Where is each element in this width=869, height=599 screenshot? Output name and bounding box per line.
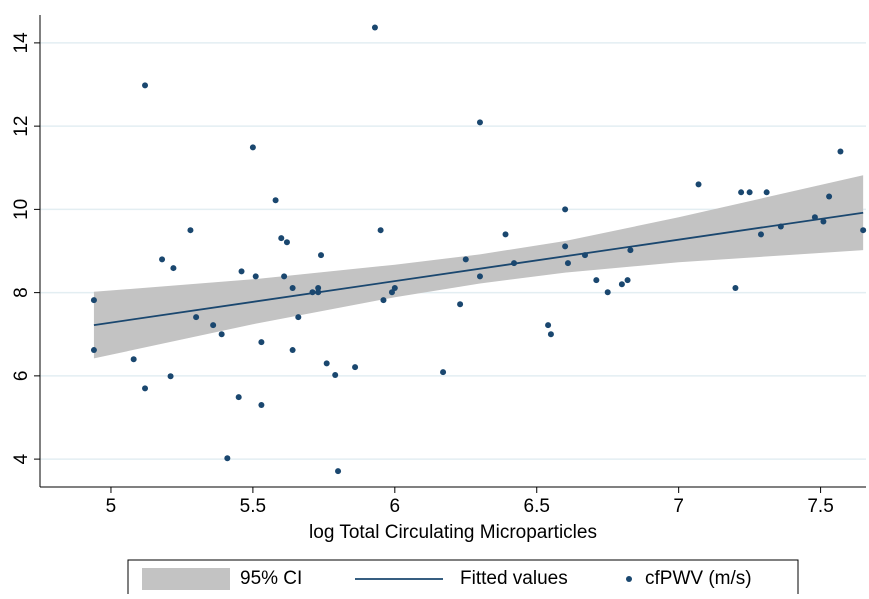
point bbox=[380, 297, 387, 304]
x-tick-label: 7.5 bbox=[807, 496, 833, 517]
x-tick-label: 5.5 bbox=[240, 496, 266, 517]
point bbox=[281, 273, 288, 280]
point bbox=[732, 285, 739, 292]
point bbox=[249, 144, 256, 151]
point bbox=[811, 214, 818, 221]
y-tick-label: 12 bbox=[11, 116, 32, 137]
point bbox=[624, 277, 631, 284]
y-tick-label: 14 bbox=[11, 32, 32, 54]
point bbox=[295, 314, 302, 321]
legend-key bbox=[626, 576, 632, 582]
point bbox=[272, 197, 279, 204]
point bbox=[224, 455, 231, 462]
y-tick-label: 4 bbox=[11, 453, 32, 464]
point bbox=[318, 252, 325, 259]
point bbox=[332, 372, 339, 379]
point bbox=[289, 285, 296, 292]
point bbox=[371, 24, 378, 31]
point bbox=[547, 331, 554, 338]
point bbox=[476, 273, 483, 280]
point bbox=[860, 227, 867, 234]
legend: 95% CI Fitted values cfPWV (m/s) bbox=[127, 559, 799, 597]
y-tick-label: 10 bbox=[11, 199, 32, 220]
point bbox=[167, 373, 174, 380]
point bbox=[440, 369, 447, 376]
point bbox=[581, 252, 588, 259]
point bbox=[545, 322, 552, 329]
point bbox=[695, 181, 702, 188]
point bbox=[476, 119, 483, 126]
point bbox=[391, 285, 398, 292]
fitted-line bbox=[93, 211, 864, 326]
point bbox=[187, 227, 194, 234]
point bbox=[562, 206, 569, 213]
point bbox=[826, 193, 833, 200]
point bbox=[283, 239, 290, 246]
x-tick-label: 5 bbox=[106, 496, 117, 517]
point bbox=[142, 82, 149, 89]
point bbox=[289, 347, 296, 354]
point bbox=[618, 281, 625, 288]
point bbox=[235, 394, 242, 401]
point bbox=[315, 289, 322, 296]
point bbox=[777, 223, 784, 230]
point bbox=[377, 227, 384, 234]
x-tick-label: 6 bbox=[390, 496, 401, 517]
x-axis-title: log Total Circulating Microparticles bbox=[309, 522, 597, 543]
point bbox=[511, 260, 518, 267]
legend-box bbox=[127, 559, 799, 597]
point bbox=[564, 260, 571, 267]
point bbox=[278, 235, 285, 242]
legend-label: cfPWV (m/s) bbox=[645, 568, 752, 589]
point bbox=[837, 148, 844, 155]
point bbox=[746, 189, 753, 196]
point bbox=[130, 356, 137, 363]
point bbox=[502, 231, 509, 238]
y-tick-label: 6 bbox=[11, 371, 32, 382]
point bbox=[218, 331, 225, 338]
point bbox=[820, 218, 827, 225]
point bbox=[193, 314, 200, 321]
point bbox=[738, 189, 745, 196]
point bbox=[457, 301, 464, 308]
ci-band bbox=[93, 175, 864, 359]
legend-key bbox=[142, 568, 230, 590]
point bbox=[627, 247, 634, 254]
point bbox=[462, 256, 469, 263]
point bbox=[763, 189, 770, 196]
point bbox=[258, 339, 265, 346]
legend-label: 95% CI bbox=[240, 568, 302, 589]
point bbox=[238, 268, 245, 275]
point bbox=[757, 231, 764, 238]
point bbox=[159, 256, 166, 263]
point bbox=[315, 285, 322, 292]
point bbox=[604, 289, 611, 296]
point bbox=[562, 243, 569, 250]
y-tick-label: 8 bbox=[11, 287, 32, 298]
point bbox=[142, 385, 149, 392]
point bbox=[352, 364, 359, 371]
point bbox=[258, 402, 265, 409]
point bbox=[90, 297, 97, 304]
point bbox=[170, 265, 177, 272]
point bbox=[309, 289, 316, 296]
point bbox=[323, 360, 330, 367]
x-tick-label: 6.5 bbox=[524, 496, 550, 517]
point bbox=[90, 347, 97, 354]
legend-label: Fitted values bbox=[460, 568, 568, 589]
point bbox=[210, 322, 217, 329]
x-tick-label: 7 bbox=[673, 496, 684, 517]
point bbox=[593, 277, 600, 284]
point bbox=[335, 468, 342, 475]
point bbox=[252, 273, 259, 280]
